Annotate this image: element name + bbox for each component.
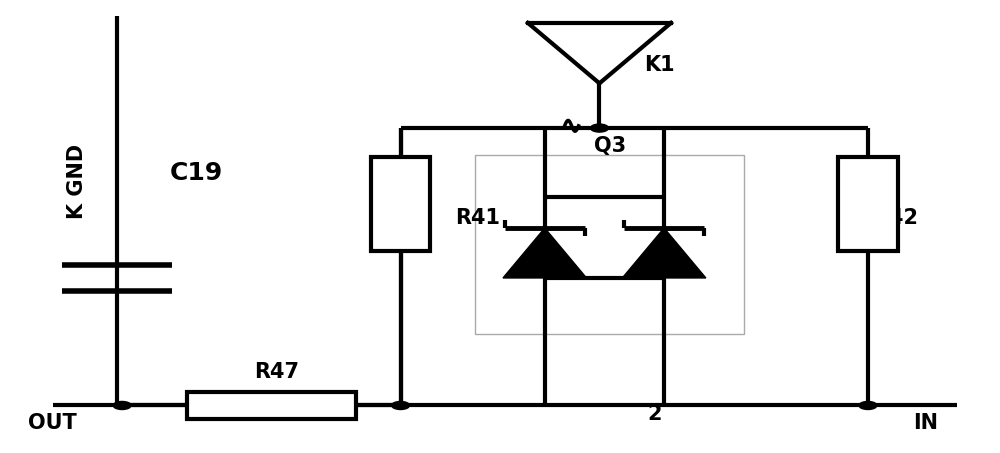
Circle shape — [590, 124, 608, 132]
Bar — [187, 391, 356, 419]
Circle shape — [113, 401, 131, 410]
Bar — [838, 157, 898, 251]
Bar — [475, 155, 744, 334]
Bar — [371, 157, 430, 251]
Text: R47: R47 — [254, 362, 299, 382]
Text: C19: C19 — [170, 161, 223, 185]
Text: R41: R41 — [455, 207, 500, 227]
Polygon shape — [622, 228, 706, 278]
Text: K GND: K GND — [67, 144, 87, 219]
Circle shape — [859, 401, 877, 410]
Text: OUT: OUT — [28, 414, 76, 434]
Text: 2: 2 — [647, 405, 661, 424]
Text: Q3: Q3 — [594, 136, 627, 156]
Text: K1: K1 — [644, 55, 675, 75]
Circle shape — [392, 401, 410, 410]
Polygon shape — [503, 228, 587, 278]
Text: R42: R42 — [873, 207, 918, 227]
Text: IN: IN — [913, 414, 938, 434]
